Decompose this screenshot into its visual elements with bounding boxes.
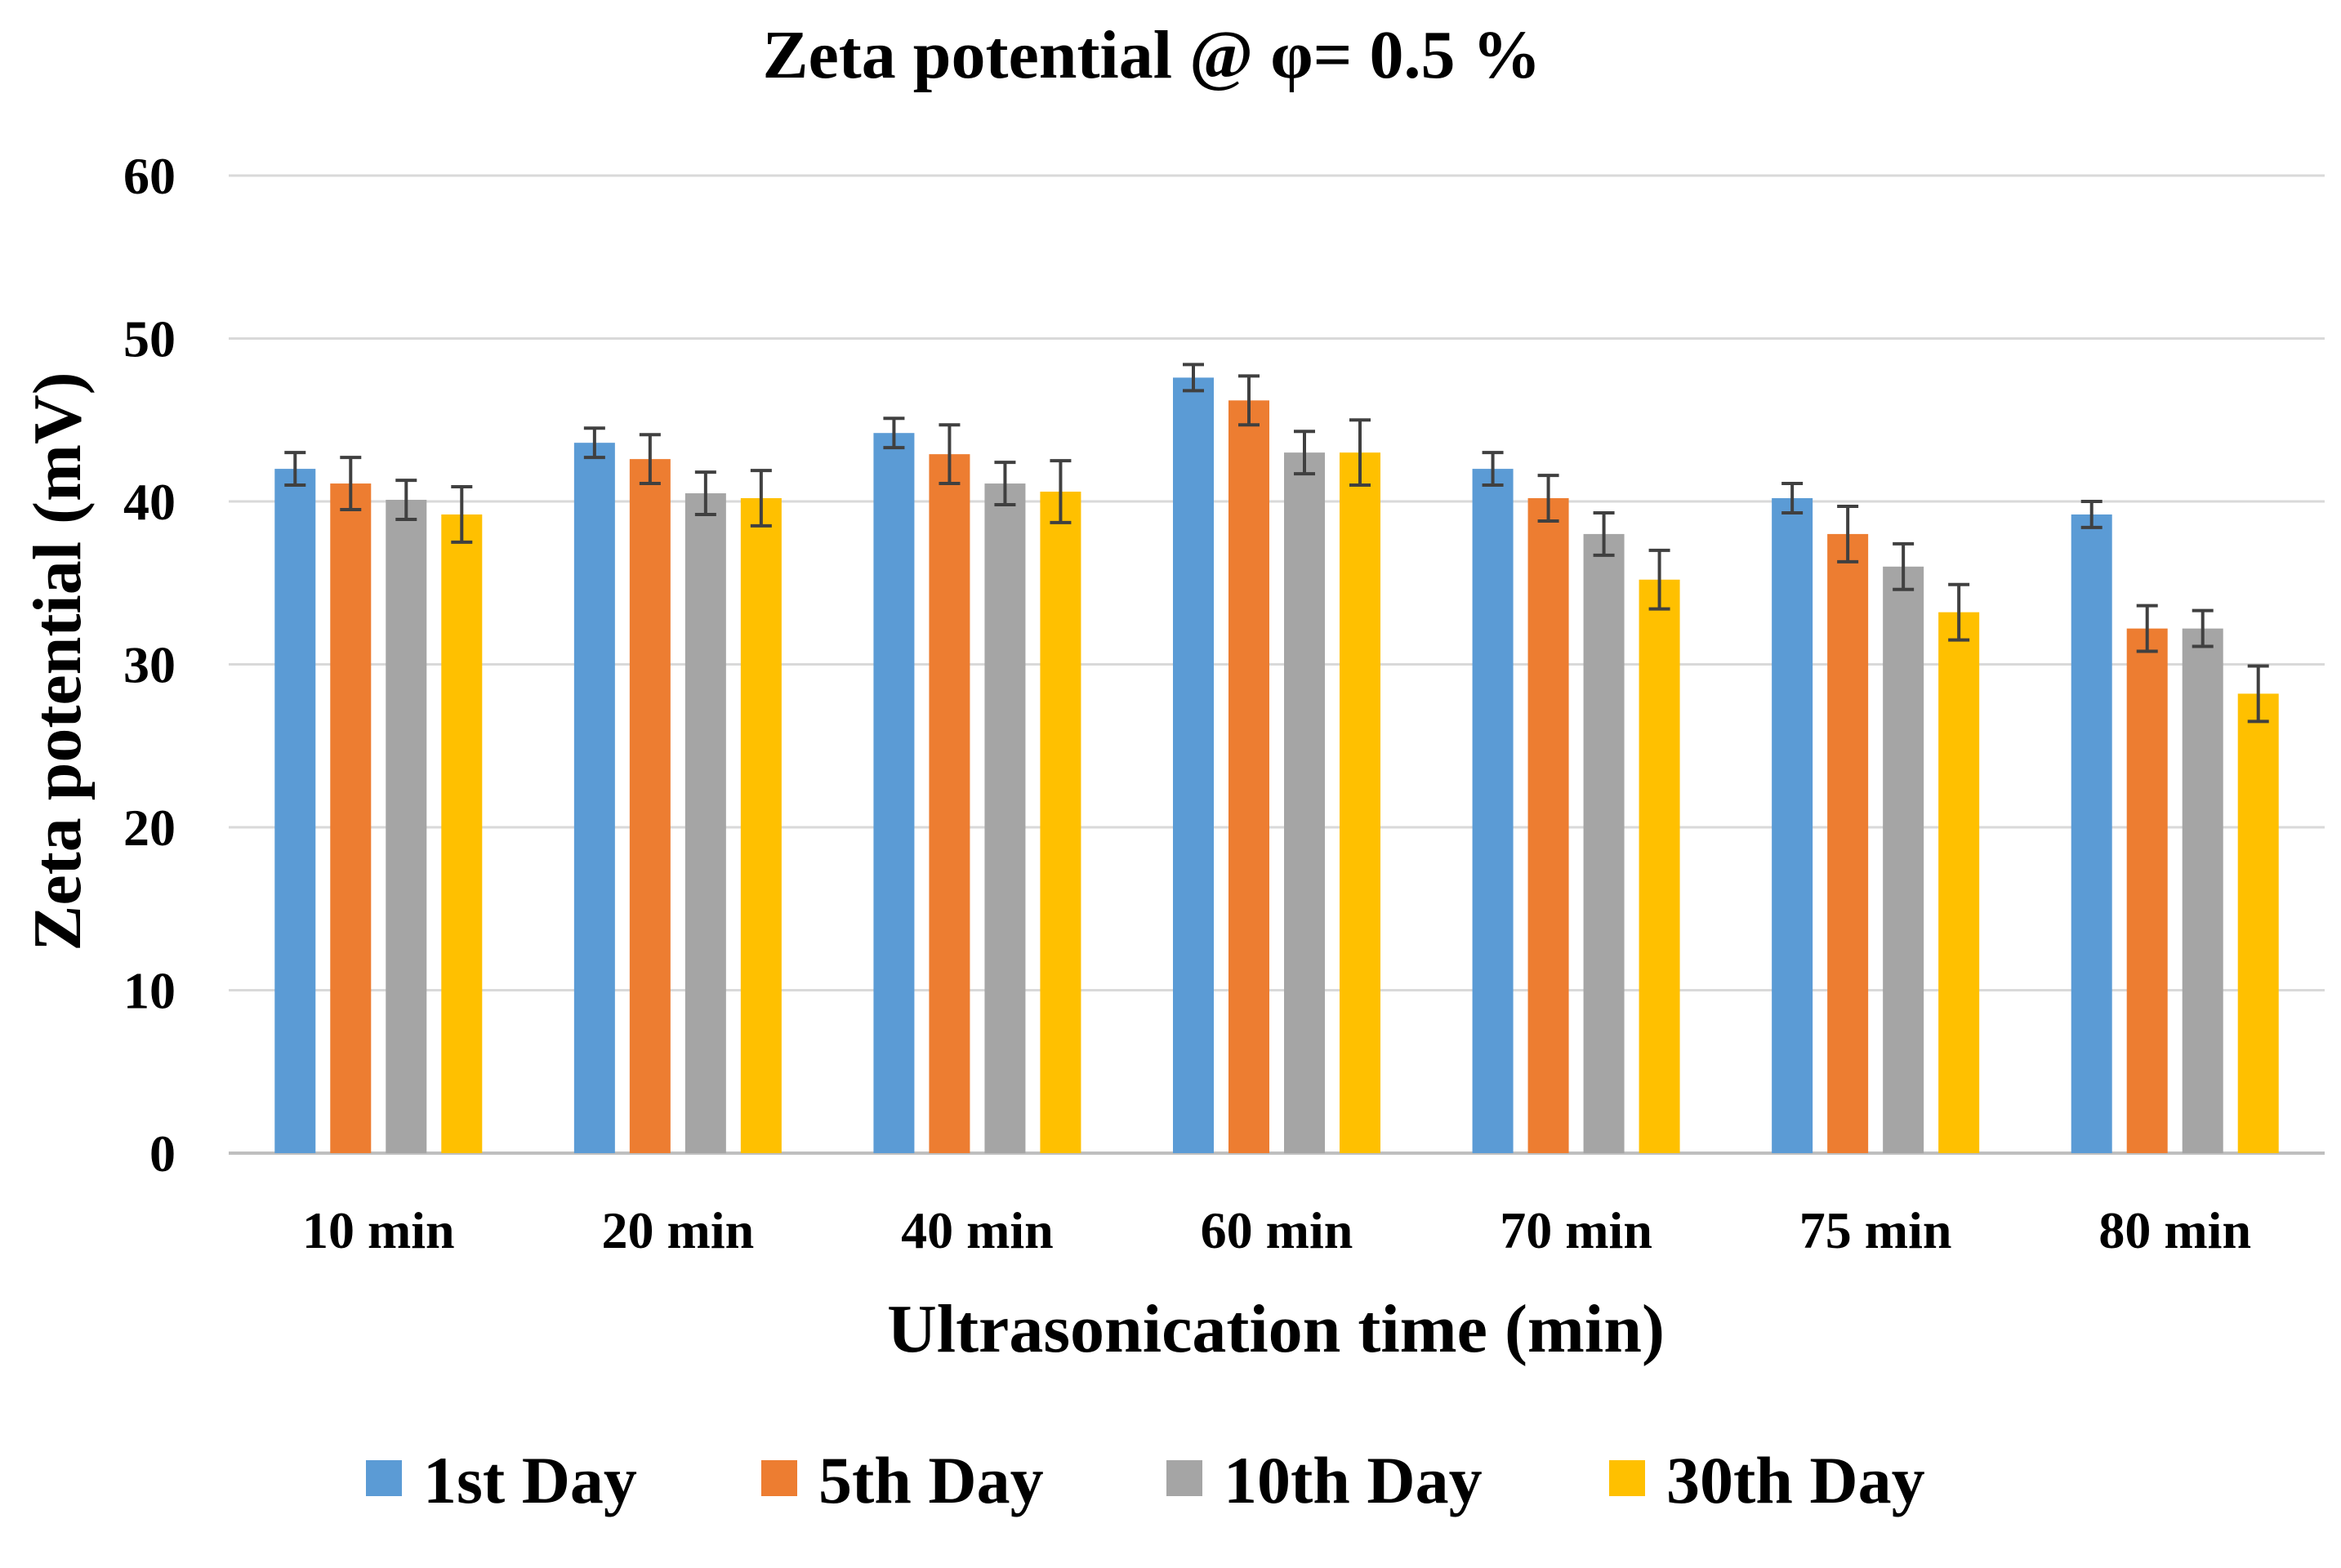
y-tick-label: 20 [123, 799, 176, 857]
bar-30th-day-20-min [740, 498, 782, 1153]
legend-label: 5th Day [818, 1443, 1044, 1517]
legend-item-10th-day: 10th Day [1166, 1443, 1483, 1517]
bar-1st-day-70-min [1472, 469, 1514, 1153]
y-axis-title: Zeta potential (mV) [20, 372, 96, 951]
bar-10th-day-80-min [2182, 628, 2223, 1153]
legend-item-5th-day: 5th Day [761, 1443, 1044, 1517]
bar-5th-day-10-min [330, 483, 372, 1153]
y-tick-label: 0 [149, 1125, 176, 1183]
bar-30th-day-40-min [1040, 492, 1081, 1153]
x-tick-label: 60 min [1201, 1201, 1353, 1259]
error-bars [284, 363, 2269, 724]
bar-30th-day-80-min [2237, 693, 2279, 1153]
legend-swatch [1166, 1460, 1202, 1496]
legend-swatch [366, 1460, 402, 1496]
legend-label: 10th Day [1224, 1443, 1483, 1517]
bar-5th-day-60-min [1228, 400, 1269, 1153]
bar-10th-day-75-min [1883, 566, 1924, 1153]
bars [274, 377, 2279, 1153]
bar-5th-day-80-min [2126, 628, 2168, 1153]
bar-1st-day-80-min [2071, 514, 2112, 1153]
y-tick-label: 10 [123, 962, 176, 1020]
bar-5th-day-70-min [1527, 498, 1569, 1153]
bar-10th-day-60-min [1284, 452, 1325, 1153]
legend-item-1st-day: 1st Day [366, 1443, 637, 1517]
bar-5th-day-75-min [1827, 533, 1869, 1153]
bar-10th-day-40-min [984, 483, 1026, 1153]
x-tick-label: 40 min [901, 1201, 1054, 1259]
x-tick-label: 80 min [2098, 1201, 2251, 1259]
bar-1st-day-20-min [573, 443, 615, 1153]
legend-swatch [761, 1460, 797, 1496]
legend: 1st Day 5th Day 10th Day 30th Day [366, 1443, 1925, 1517]
legend-swatch [1609, 1460, 1645, 1496]
bar-30th-day-75-min [1938, 612, 1980, 1153]
y-tick-label: 50 [123, 310, 176, 368]
y-axis-tick-labels: 0 10 20 30 40 50 60 [123, 147, 176, 1183]
y-tick-label: 60 [123, 147, 176, 205]
gridlines [229, 174, 2325, 1155]
x-axis-tick-labels: 10 min 20 min 40 min 60 min 70 min 75 min 80 m… [302, 1201, 2251, 1259]
bar-10th-day-70-min [1583, 533, 1625, 1153]
x-tick-label: 10 min [302, 1201, 455, 1259]
bar-5th-day-40-min [929, 454, 970, 1153]
bar-10th-day-20-min [684, 493, 726, 1153]
bar-30th-day-70-min [1639, 579, 1680, 1153]
bar-5th-day-20-min [629, 459, 671, 1153]
bar-1st-day-60-min [1173, 377, 1214, 1153]
x-tick-label: 20 min [602, 1201, 755, 1259]
y-tick-label: 40 [123, 473, 176, 531]
bar-10th-day-10-min [386, 500, 427, 1153]
chart-title: Zeta potential @ φ= 0.5 % [762, 17, 1541, 93]
x-axis-title: Ultrasonication time (min) [887, 1291, 1665, 1367]
legend-label: 30th Day [1666, 1443, 1925, 1517]
bar-30th-day-60-min [1340, 452, 1380, 1153]
bar-30th-day-10-min [441, 514, 483, 1153]
x-tick-label: 70 min [1500, 1201, 1652, 1259]
legend-item-30th-day: 30th Day [1609, 1443, 1925, 1517]
legend-label: 1st Day [423, 1443, 637, 1517]
x-tick-label: 75 min [1799, 1201, 1952, 1259]
bar-1st-day-10-min [274, 469, 316, 1153]
y-tick-label: 30 [123, 636, 176, 694]
bar-1st-day-75-min [1772, 498, 1813, 1153]
bar-1st-day-40-min [873, 433, 915, 1153]
